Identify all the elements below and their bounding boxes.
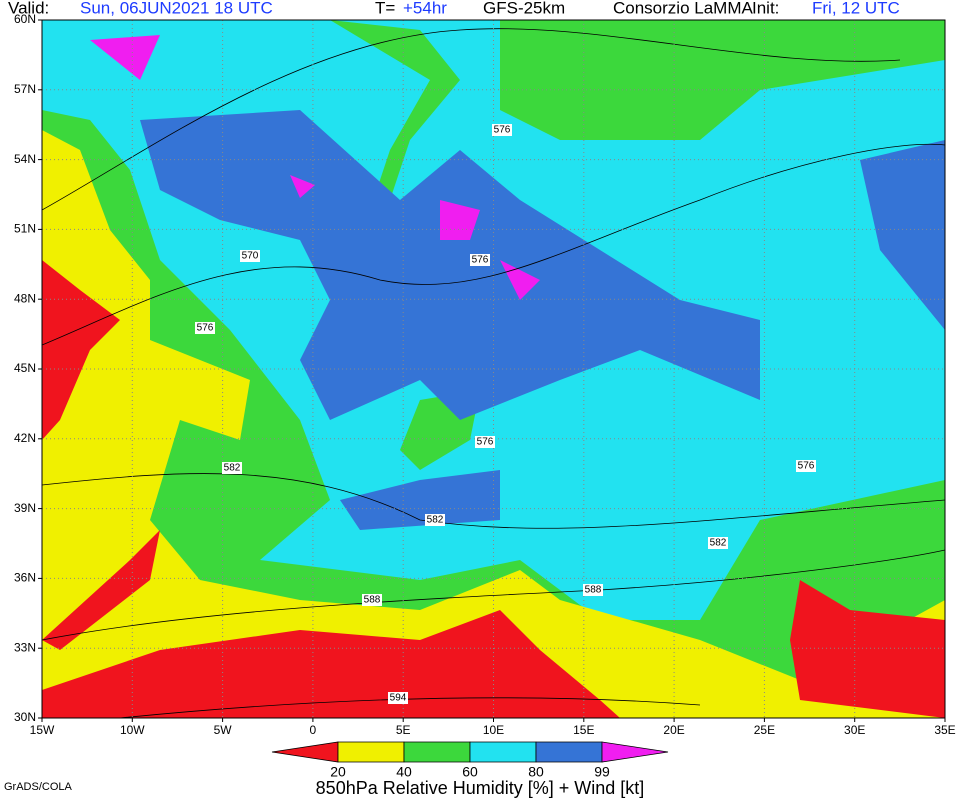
colorbar-segment	[403, 741, 471, 763]
colorbar-segment	[535, 741, 603, 763]
lat-label: 57N	[14, 82, 36, 96]
lon-label: 5E	[396, 723, 411, 737]
contour-label-box	[222, 462, 242, 474]
contour-label-box	[425, 514, 445, 526]
red-area	[790, 580, 945, 718]
contour-label-box	[492, 124, 512, 136]
contour-label-box	[240, 250, 260, 262]
lon-label: 35E	[934, 723, 955, 737]
colorbar-tick: 20	[330, 764, 346, 780]
lon-label: 10E	[483, 723, 504, 737]
contour-label: 576	[472, 255, 489, 266]
colorbar-tick: 40	[396, 764, 412, 780]
contour-line	[41, 28, 901, 211]
contour-label-box	[583, 584, 603, 596]
map-frame	[41, 19, 946, 719]
magenta-area	[90, 35, 160, 80]
contour-label: 576	[477, 437, 494, 448]
lat-label: 36N	[14, 571, 36, 585]
red-area	[42, 530, 160, 650]
colorbar-segment	[337, 741, 405, 763]
contour-label: 576	[494, 125, 511, 136]
contour-label: 588	[364, 595, 381, 606]
magenta-area	[500, 260, 540, 300]
lon-label: 5W	[214, 723, 233, 737]
contour-label: 576	[798, 461, 815, 472]
colorbar	[271, 741, 669, 763]
contour-label: 582	[427, 515, 444, 526]
lat-label: 51N	[14, 222, 36, 236]
colorbar-tick: 99	[594, 764, 610, 780]
lon-label: 15W	[30, 723, 55, 737]
green-area	[330, 20, 460, 240]
colorbar-title: 850hPa Relative Humidity [%] + Wind [kt]	[316, 778, 645, 798]
contour-line	[41, 143, 946, 346]
lon-label: 10W	[120, 723, 145, 737]
contour-label-box	[362, 594, 382, 606]
red-area	[42, 610, 620, 718]
footer: GrADS/COLA	[4, 781, 73, 793]
green-area	[500, 20, 945, 140]
lat-label: 60N	[14, 12, 36, 26]
model: GFS-25km	[483, 0, 565, 17]
contour-label-box	[796, 460, 816, 472]
lat-label: 42N	[14, 431, 36, 445]
contour-line	[41, 549, 946, 641]
graticule	[38, 19, 946, 722]
colorbar-tick: 80	[528, 764, 544, 780]
blue-area	[860, 140, 945, 330]
step: +54hr	[403, 0, 447, 17]
red-area	[42, 260, 120, 440]
lat-label: 39N	[14, 501, 36, 515]
step-label: T=	[375, 0, 395, 17]
contour-label-box	[470, 254, 490, 266]
contour-label: 570	[242, 251, 259, 262]
lat-label: 45N	[14, 361, 36, 375]
lon-label: 15E	[573, 723, 594, 737]
valid-label: Valid:	[8, 0, 49, 17]
contour-label: 588	[585, 585, 602, 596]
colorbar-segment	[601, 741, 669, 763]
lon-label: 0	[310, 723, 317, 737]
magenta-area	[440, 200, 480, 240]
lon-label: 30E	[844, 723, 865, 737]
contour-label: 582	[710, 538, 727, 549]
valid-time: Sun, 06JUN2021 18 UTC	[80, 0, 273, 17]
green-area	[42, 110, 945, 718]
blue-area	[340, 470, 500, 530]
lon-label: 20E	[663, 723, 684, 737]
lon-label: 25E	[754, 723, 775, 737]
contour-label: 594	[390, 693, 407, 704]
lat-label: 30N	[14, 710, 36, 724]
magenta-area	[290, 175, 315, 198]
init-label: Init:	[752, 0, 779, 17]
contour-label: 576	[197, 323, 214, 334]
lat-label: 33N	[14, 640, 36, 654]
blue-area	[140, 110, 760, 420]
contour-label-box	[475, 436, 495, 448]
lat-label: 48N	[14, 291, 36, 305]
lat-label: 54N	[14, 152, 36, 166]
init-time: Fri, 12 UTC	[812, 0, 900, 17]
colorbar-tick: 60	[462, 764, 478, 780]
contour-label: 582	[224, 463, 241, 474]
contour-label-box	[195, 322, 215, 334]
contour-label-box	[708, 537, 728, 549]
producer: Consorzio LaMMA	[613, 0, 753, 17]
contour-label-box	[388, 692, 408, 704]
colorbar-segment	[469, 741, 537, 763]
